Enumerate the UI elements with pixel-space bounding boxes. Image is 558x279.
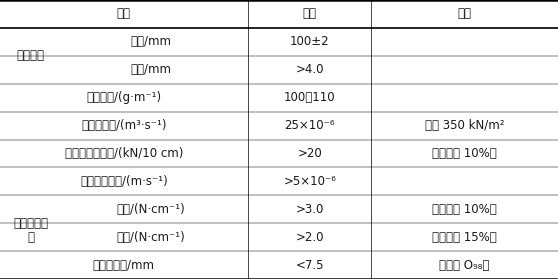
Text: >5×10⁻⁶: >5×10⁻⁶ [283, 175, 336, 188]
Text: 伸缩率为 10%时: 伸缩率为 10%时 [432, 147, 497, 160]
Text: 100～110: 100～110 [284, 91, 335, 104]
Text: 复合体抗拉强度/(kN/10 cm): 复合体抗拉强度/(kN/10 cm) [65, 147, 183, 160]
Text: 滤膜隔土性/mm: 滤膜隔土性/mm [93, 259, 155, 271]
Text: >3.0: >3.0 [296, 203, 324, 216]
Text: 25×10⁻⁶: 25×10⁻⁶ [285, 119, 335, 132]
Text: 截面尺寸: 截面尺寸 [17, 49, 45, 62]
Text: 干态/(N·cm⁻¹): 干态/(N·cm⁻¹) [116, 203, 185, 216]
Text: 每米质量/(g·m⁻¹): 每米质量/(g·m⁻¹) [86, 91, 161, 104]
Text: 湿态/(N·cm⁻¹): 湿态/(N·cm⁻¹) [116, 231, 185, 244]
Text: 度: 度 [27, 231, 34, 244]
Text: 侧压 350 kN/m²: 侧压 350 kN/m² [425, 119, 504, 132]
Text: 备注: 备注 [457, 8, 472, 20]
Text: 滤膜渗透系数/(m·s⁻¹): 滤膜渗透系数/(m·s⁻¹) [80, 175, 168, 188]
Text: 延伸率为 15%时: 延伸率为 15%时 [432, 231, 497, 244]
Text: >4.0: >4.0 [295, 63, 324, 76]
Text: 宽度/mm: 宽度/mm [130, 35, 171, 48]
Text: >2.0: >2.0 [295, 231, 324, 244]
Text: 指标: 指标 [302, 8, 317, 20]
Text: 性能: 性能 [117, 8, 131, 20]
Text: >20: >20 [297, 147, 322, 160]
Text: 纵向渗透量/(m³·s⁻¹): 纵向渗透量/(m³·s⁻¹) [81, 119, 167, 132]
Text: <7.5: <7.5 [295, 259, 324, 271]
Text: 100±2: 100±2 [290, 35, 330, 48]
Text: 厚度/mm: 厚度/mm [130, 63, 171, 76]
Text: 孔径以 O₉₈时: 孔径以 O₉₈时 [439, 259, 489, 271]
Text: 滤膜抗拉强: 滤膜抗拉强 [13, 217, 48, 230]
Text: 延伸率为 10%时: 延伸率为 10%时 [432, 203, 497, 216]
